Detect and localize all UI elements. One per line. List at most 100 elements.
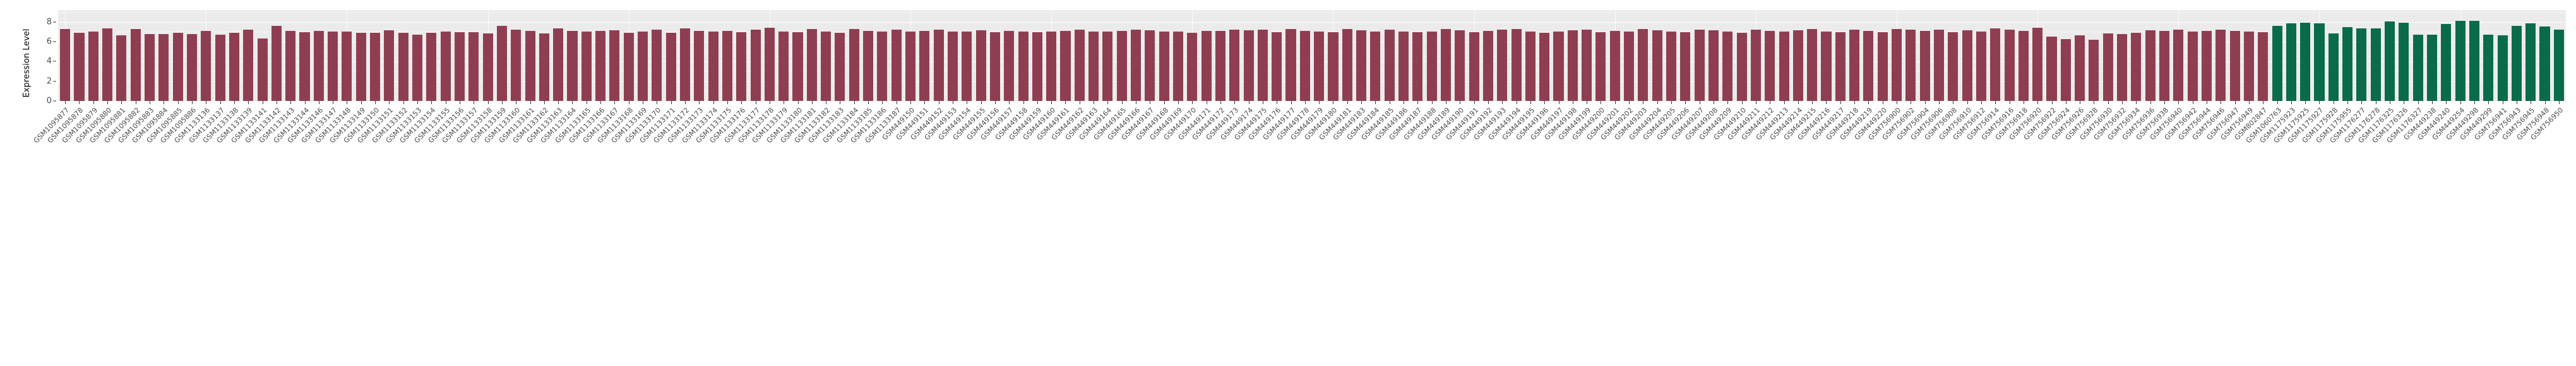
bar[interactable]: [1285, 28, 1296, 101]
bar[interactable]: [454, 32, 465, 101]
bar[interactable]: [1356, 30, 1367, 101]
bar[interactable]: [2412, 35, 2423, 101]
bar[interactable]: [581, 32, 592, 101]
bar[interactable]: [1187, 33, 1198, 101]
bar[interactable]: [1215, 31, 1225, 101]
bar[interactable]: [1779, 32, 1789, 101]
bar[interactable]: [1342, 29, 1352, 101]
bar[interactable]: [2075, 35, 2085, 101]
bar[interactable]: [1624, 32, 1635, 101]
bar[interactable]: [2539, 26, 2550, 101]
bar[interactable]: [1412, 32, 1423, 101]
bar[interactable]: [271, 26, 282, 101]
bar[interactable]: [962, 31, 972, 101]
bar[interactable]: [2553, 30, 2564, 101]
bar[interactable]: [116, 35, 127, 101]
bar[interactable]: [821, 32, 832, 101]
bar[interactable]: [1919, 31, 1930, 101]
bar[interactable]: [638, 32, 648, 101]
bar[interactable]: [412, 34, 423, 101]
bar[interactable]: [1314, 32, 1325, 101]
bar[interactable]: [1680, 32, 1691, 101]
bar[interactable]: [1892, 28, 1902, 101]
bar[interactable]: [74, 32, 85, 101]
bar[interactable]: [88, 31, 98, 101]
bar[interactable]: [2497, 35, 2508, 101]
bar[interactable]: [1962, 30, 1972, 101]
bar[interactable]: [1595, 32, 1606, 101]
bar[interactable]: [1750, 29, 1761, 101]
bar[interactable]: [1328, 32, 1339, 101]
bar[interactable]: [1426, 31, 1437, 101]
bar[interactable]: [2441, 24, 2452, 101]
bar[interactable]: [1384, 30, 1395, 101]
bar[interactable]: [792, 32, 803, 101]
bar[interactable]: [2117, 33, 2128, 101]
bar[interactable]: [229, 32, 239, 101]
bar[interactable]: [342, 32, 352, 101]
bar[interactable]: [1004, 31, 1015, 101]
bar[interactable]: [299, 32, 310, 101]
bar[interactable]: [1201, 30, 1212, 101]
bar[interactable]: [355, 33, 366, 101]
bar[interactable]: [1482, 31, 1493, 101]
bar[interactable]: [539, 33, 549, 101]
bar[interactable]: [130, 29, 141, 101]
bar[interactable]: [567, 30, 578, 101]
bar[interactable]: [2258, 32, 2269, 101]
bar[interactable]: [863, 30, 874, 101]
bar[interactable]: [2511, 25, 2522, 101]
bar[interactable]: [440, 31, 451, 101]
bar[interactable]: [426, 33, 437, 101]
bar[interactable]: [2229, 31, 2240, 101]
bar[interactable]: [511, 29, 522, 101]
bar[interactable]: [2032, 27, 2043, 101]
bar[interactable]: [1032, 32, 1042, 101]
bar[interactable]: [989, 32, 1000, 101]
bar[interactable]: [1131, 29, 1142, 101]
bar[interactable]: [60, 29, 71, 101]
bar[interactable]: [708, 32, 719, 101]
bar[interactable]: [2243, 32, 2254, 101]
bar[interactable]: [1821, 31, 1832, 101]
bar[interactable]: [1243, 30, 1254, 101]
bar[interactable]: [933, 29, 944, 101]
bar[interactable]: [525, 30, 535, 101]
bar[interactable]: [947, 32, 958, 101]
bar[interactable]: [1018, 31, 1029, 101]
bar[interactable]: [215, 34, 225, 101]
bar[interactable]: [1807, 29, 1818, 101]
bar[interactable]: [849, 28, 859, 101]
bar[interactable]: [835, 32, 845, 101]
bar[interactable]: [2426, 35, 2438, 101]
bar[interactable]: [1088, 31, 1099, 101]
bar[interactable]: [1159, 31, 1169, 101]
bar[interactable]: [1765, 30, 1775, 101]
bar[interactable]: [1567, 30, 1578, 101]
bar[interactable]: [2272, 25, 2282, 101]
bar[interactable]: [1877, 32, 1888, 101]
bar[interactable]: [877, 32, 888, 101]
bar[interactable]: [1582, 29, 1592, 101]
bar[interactable]: [2173, 30, 2184, 101]
bar[interactable]: [1666, 31, 1677, 101]
bar[interactable]: [1299, 30, 1310, 101]
bar[interactable]: [1638, 29, 1649, 101]
bar[interactable]: [243, 30, 254, 101]
bar[interactable]: [905, 32, 916, 101]
bar[interactable]: [1849, 30, 1860, 101]
bar[interactable]: [2356, 28, 2367, 101]
bar[interactable]: [1511, 28, 1522, 101]
bar[interactable]: [1398, 31, 1409, 101]
bar[interactable]: [2004, 30, 2015, 101]
bar[interactable]: [2342, 27, 2353, 101]
bar[interactable]: [2399, 22, 2409, 101]
bar[interactable]: [172, 33, 183, 101]
bar[interactable]: [975, 30, 986, 101]
bar[interactable]: [2145, 30, 2156, 101]
bar[interactable]: [186, 33, 198, 101]
bar[interactable]: [1455, 30, 1465, 101]
bar[interactable]: [398, 32, 408, 101]
bar[interactable]: [1440, 29, 1452, 101]
bar[interactable]: [1905, 30, 1916, 101]
